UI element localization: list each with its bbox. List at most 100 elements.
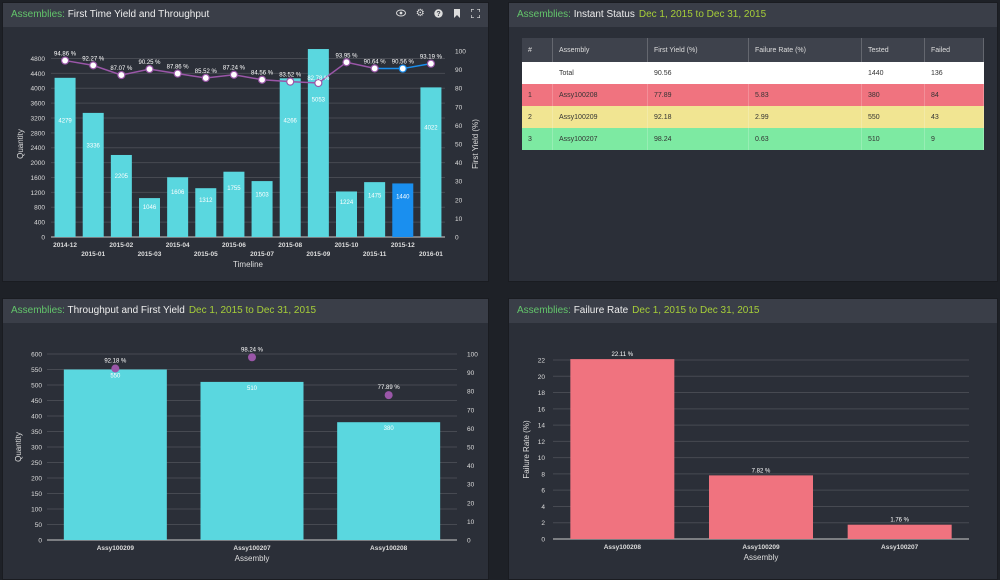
yield-value-label: 84.56 % (251, 71, 274, 77)
bar-value-label: 1606 (171, 190, 185, 196)
y2-tick-label: 50 (467, 445, 475, 452)
yield-marker (248, 353, 256, 362)
cell-failed: 84 (924, 84, 984, 106)
yield-value-label: 87.24 % (223, 66, 246, 72)
bar (337, 422, 441, 540)
throughput-first-yield-panel: Assemblies: Throughput and First Yield De… (2, 298, 489, 580)
bar-value-label: 380 (384, 426, 395, 432)
panel-title: Assemblies: Failure Rate Dec 1, 2015 to D… (517, 305, 760, 316)
x-tick-label: 2015-07 (250, 251, 274, 258)
bar-value-label: 1312 (199, 198, 213, 204)
cell-tested: 1440 (861, 62, 925, 84)
y-tick-label: 2 (541, 520, 545, 527)
y-tick-label: 0 (541, 537, 545, 544)
x-tick-label: 2015-05 (194, 251, 218, 258)
cell-first-yield: 90.56 (647, 62, 749, 84)
y2-tick-label: 90 (455, 67, 463, 74)
y-tick-label: 150 (31, 491, 42, 498)
gear-icon[interactable]: ⚙ (415, 8, 425, 19)
x-tick-label: Assy100209 (742, 544, 780, 551)
bar (420, 87, 442, 238)
yield-value-label: 87.86 % (167, 65, 190, 71)
y-tick-label: 350 (31, 429, 42, 436)
yield-value-label: 82.78 % (307, 76, 330, 82)
failure-rate-chart: 0 2 4 6 8 10 12 14 16 18 20 22 22.11 % Assy100208 7.82… (522, 352, 969, 562)
x-tick-label: Assy100208 (604, 544, 642, 551)
y-tick-label: 550 (31, 367, 42, 374)
instant-status-panel: Assemblies: Instant Status Dec 1, 2015 to… (508, 2, 998, 282)
yield-value-label: 83.52 % (279, 73, 302, 79)
bar (251, 181, 273, 237)
y-tick-label: 3200 (31, 115, 46, 122)
yield-value-label: 77.89 % (378, 385, 401, 391)
bar (167, 177, 189, 237)
y-tick-label: 0 (38, 538, 42, 545)
bar (847, 524, 952, 539)
column-header: Tested (861, 38, 925, 62)
column-header: # (522, 38, 553, 62)
table-row-total[interactable]: Total 90.56 1440 136 (522, 62, 984, 84)
bar-value-label: 4022 (424, 125, 438, 131)
y2-tick-label: 70 (467, 407, 475, 414)
bar (223, 171, 245, 237)
cell-failure-rate: 5.83 (748, 84, 862, 106)
bar (82, 112, 104, 237)
x-tick-label: 2016-01 (419, 251, 443, 258)
cell-tested: 510 (861, 128, 925, 150)
y-tick-label: 12 (538, 439, 546, 446)
yield-value-label: 98.24 % (241, 347, 264, 353)
column-header: Failure Rate (%) (748, 38, 862, 62)
y-tick-label: 4000 (31, 86, 46, 93)
bar-value-label: 1440 (396, 194, 410, 200)
svg-text:?: ? (437, 11, 441, 18)
bar-value-label: 2205 (115, 174, 129, 180)
fullscreen-icon[interactable] (470, 8, 481, 19)
cell-tested: 380 (861, 84, 925, 106)
y-tick-label: 100 (31, 507, 42, 514)
bar (336, 191, 357, 237)
bar (364, 182, 386, 237)
x-tick-label: 2015-02 (109, 242, 133, 249)
table-row[interactable]: 2 Assy100209 92.18 2.99 550 43 (522, 106, 984, 128)
cell-failure-rate: 0.63 (748, 128, 862, 150)
yield-value-label: 94.86 % (54, 52, 77, 58)
table-row[interactable]: 3 Assy100207 98.24 0.63 510 9 (522, 128, 984, 150)
y2-tick-label: 100 (455, 49, 466, 56)
x-axis-title: Assembly (235, 554, 270, 563)
yield-marker (398, 64, 407, 73)
yield-marker (60, 56, 70, 65)
y2-tick-label: 0 (455, 235, 459, 242)
bar-value-label: 1475 (368, 193, 382, 199)
panel-header: Assemblies: Throughput and First Yield De… (3, 299, 488, 323)
yield-marker (286, 77, 295, 86)
bar (392, 183, 414, 237)
bar-value-label: 4279 (58, 118, 72, 124)
y-tick-label: 1600 (31, 175, 46, 182)
yield-marker (384, 391, 393, 400)
yield-marker (145, 65, 154, 74)
table-row[interactable]: 1 Assy100208 77.89 5.83 380 84 (522, 84, 984, 106)
yield-line (64, 59, 375, 84)
y-tick-label: 16 (538, 406, 546, 413)
column-header: Assembly (552, 38, 648, 62)
bookmark-icon[interactable] (453, 8, 461, 19)
bar-value-label: 1046 (143, 205, 157, 211)
yield-marker (257, 75, 267, 84)
first-time-yield-panel: Assemblies: First Time Yield and Through… (2, 2, 489, 282)
eye-icon[interactable] (395, 8, 406, 19)
column-header: First Yield (%) (647, 38, 749, 62)
cell-num (522, 62, 553, 84)
bar-value-label: 1.76 % (890, 518, 909, 524)
y2-tick-label: 30 (455, 179, 463, 186)
y-tick-label: 450 (31, 398, 42, 405)
yield-value-label: 92.27 % (82, 56, 105, 62)
bar-value-label: 4266 (284, 119, 298, 125)
cell-first-yield: 98.24 (647, 128, 749, 150)
yield-value-label: 90.56 % (392, 60, 415, 66)
help-icon[interactable]: ? (434, 8, 444, 19)
y2-tick-label: 100 (467, 352, 478, 359)
yield-marker (370, 64, 379, 73)
bar (709, 475, 813, 539)
yield-marker (229, 70, 239, 79)
x-axis-title: Timeline (233, 260, 263, 269)
